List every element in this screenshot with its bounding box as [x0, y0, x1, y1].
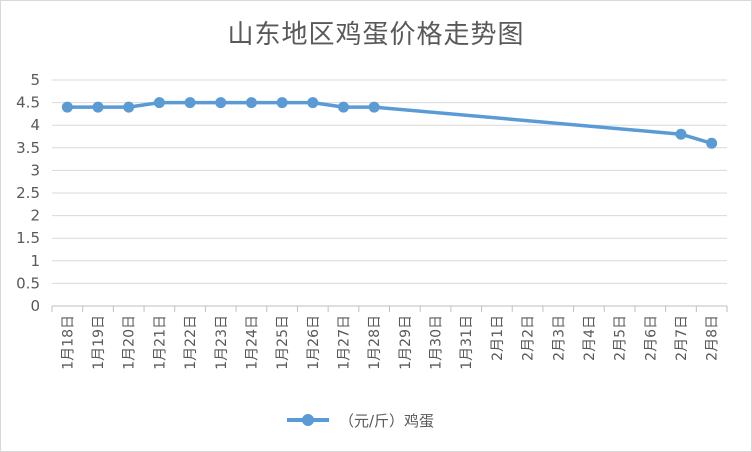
- x-tick-label: 2月8日: [705, 315, 721, 361]
- y-tick-label: 4.5: [16, 94, 40, 112]
- x-tick-label: 1月28日: [367, 315, 383, 370]
- x-tick-label: 1月30日: [429, 315, 445, 370]
- data-point: [153, 97, 165, 109]
- legend-label: （元/斤）鸡蛋: [339, 411, 435, 430]
- x-tick-label: 1月29日: [398, 315, 414, 370]
- x-tick-label: 1月23日: [214, 315, 230, 370]
- data-point: [675, 128, 687, 140]
- y-tick-label: 2: [30, 207, 40, 225]
- data-point: [61, 101, 73, 113]
- data-point: [276, 97, 288, 109]
- y-tick-label: 1: [30, 252, 40, 270]
- x-tick-label: 1月18日: [60, 315, 76, 370]
- data-point: [337, 101, 349, 113]
- x-tick-label: 2月5日: [613, 315, 629, 361]
- x-tick-label: 2月7日: [674, 315, 690, 361]
- data-point: [215, 97, 227, 109]
- x-tick-label: 1月21日: [152, 315, 168, 370]
- legend: （元/斤）鸡蛋: [285, 408, 434, 432]
- y-tick-label: 0: [30, 297, 40, 315]
- legend-marker: [287, 414, 329, 426]
- y-tick-label: 5: [30, 71, 40, 89]
- data-point: [123, 101, 135, 113]
- series-line: [65, 100, 714, 146]
- data-point: [245, 97, 257, 109]
- y-tick-label: 4: [30, 116, 40, 134]
- data-point: [368, 101, 380, 113]
- data-point: [706, 137, 718, 149]
- x-tick-label: 2月3日: [551, 315, 567, 361]
- x-tick-label: 1月20日: [122, 315, 138, 370]
- y-tick-label: 1.5: [16, 229, 40, 247]
- x-tick-label: 2月6日: [643, 315, 659, 361]
- y-tick-label: 2.5: [16, 184, 40, 202]
- x-tick-label: 1月26日: [306, 315, 322, 370]
- x-tick-label: 1月22日: [183, 315, 199, 370]
- x-tick-label: 2月4日: [582, 315, 598, 361]
- x-tick-label: 1月24日: [244, 315, 260, 370]
- x-tick-label: 2月2日: [521, 315, 537, 361]
- x-tick-label: 1月25日: [275, 315, 291, 370]
- x-tick-label: 1月31日: [459, 315, 475, 370]
- data-point: [184, 97, 196, 109]
- data-point: [92, 101, 104, 113]
- x-tick-label: 2月1日: [490, 315, 506, 361]
- y-tick-label: 0.5: [16, 274, 40, 292]
- x-tick-label: 1月19日: [91, 315, 107, 370]
- y-tick-label: 3: [30, 161, 40, 179]
- x-tick-label: 1月27日: [336, 315, 352, 370]
- chart-title: 山东地区鸡蛋价格走势图: [227, 20, 525, 50]
- y-tick-label: 3.5: [16, 139, 40, 157]
- data-point: [307, 97, 319, 109]
